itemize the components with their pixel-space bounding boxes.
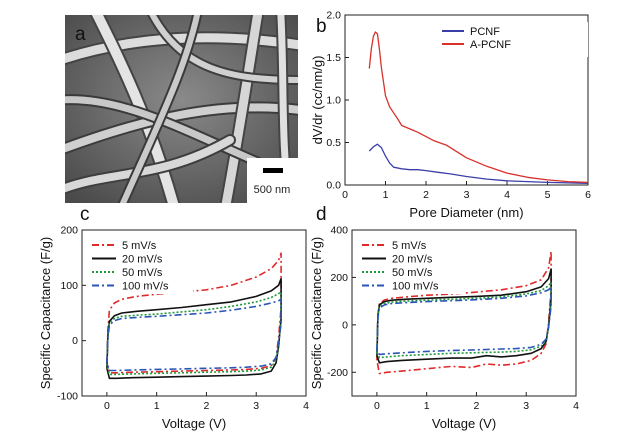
y-tick-label: 200	[60, 225, 78, 237]
x-tick-label: 2	[423, 189, 429, 201]
y-tick-label: -100	[57, 391, 78, 403]
panel-letter-d: d	[316, 204, 327, 225]
legend-label: 5 mV/s	[392, 240, 427, 252]
y-axis-label: Specific Capacitance (F/g)	[309, 237, 324, 389]
scale-bar	[263, 168, 283, 173]
scale-bar-box	[247, 158, 298, 203]
legend-bg	[88, 236, 193, 294]
y-tick-label: 200	[330, 272, 348, 284]
x-axis-label: Voltage (V)	[432, 416, 496, 431]
x-tick-label: 4	[504, 189, 510, 201]
legend-label: 20 mV/s	[122, 254, 163, 266]
y-tick-label: 0.0	[326, 180, 341, 192]
x-tick-label: 2	[204, 400, 210, 412]
legend-label: 5 mV/s	[122, 240, 157, 252]
y-tick-label: 100	[60, 280, 78, 292]
panel-letter-c: c	[80, 204, 90, 225]
series-line	[376, 281, 552, 359]
legend-label: 100 mV/s	[122, 281, 169, 293]
y-tick-label: 1.0	[326, 95, 341, 107]
series-line	[106, 291, 282, 376]
legend-bg	[358, 236, 463, 294]
legend-label: PCNF	[470, 26, 500, 38]
x-axis-label: Pore Diameter (nm)	[409, 205, 523, 220]
y-tick-label: 400	[330, 225, 348, 237]
series-line	[376, 286, 552, 356]
x-tick-label: 0	[104, 400, 110, 412]
x-tick-label: 3	[523, 400, 529, 412]
legend: 5 mV/s 20 mV/s50 mV/s 100 mV/s	[358, 236, 463, 294]
y-tick-label: 0.5	[326, 137, 341, 149]
x-tick-label: 1	[424, 400, 430, 412]
sem-image: 500 nm a	[65, 15, 298, 203]
legend-label: 50 mV/s	[392, 267, 433, 279]
cv-plot-pcnf: 0 1 2 3 4 -100 0 100 200 Voltage (V) Specific Capa…	[38, 225, 309, 432]
x-tick-label: 6	[585, 189, 591, 201]
plot-frame	[351, 229, 577, 397]
legend-label: 100 mV/s	[392, 281, 439, 293]
x-tick-label: 1	[383, 189, 389, 201]
y-tick-label: 0	[342, 319, 348, 331]
panel-letter-b: b	[316, 16, 327, 37]
y-axis-label: dV/dr (cc/nm/g)	[310, 56, 325, 145]
y-tick-label: 2.0	[326, 10, 341, 22]
series-line	[106, 298, 282, 372]
x-tick-label: 0	[374, 400, 380, 412]
legend: 5 mV/s 20 mV/s50 mV/s 100 mV/s	[88, 236, 193, 294]
pore-size-plot: 0 1 2 3 4 5 6 0.0 0.5 1.0 1.5 2.0 Pore Diameter (nm)…	[310, 10, 591, 221]
x-tick-label: 4	[303, 400, 309, 412]
x-tick-label: 2	[474, 400, 480, 412]
plot-frame	[81, 229, 307, 397]
legend-label: A-PCNF	[470, 39, 511, 51]
scale-bar-label: 500 nm	[254, 184, 291, 196]
y-tick-label: 0	[72, 335, 78, 347]
x-tick-label: 4	[573, 400, 579, 412]
y-tick-label: 1.5	[326, 52, 341, 64]
panel-letter-a: a	[75, 24, 86, 45]
x-tick-label: 5	[545, 189, 551, 201]
x-tick-label: 3	[253, 400, 259, 412]
x-tick-label: 3	[464, 189, 470, 201]
series-line	[106, 252, 282, 374]
series-line	[368, 143, 589, 184]
x-tick-label: 1	[154, 400, 160, 412]
x-tick-label: 0	[342, 189, 348, 201]
legend-bg	[438, 22, 588, 57]
cv-plot-apcnf: 0 1 2 3 4 -200 0 200 400 Voltage (V) Specific Capa…	[309, 225, 579, 432]
legend-label: 20 mV/s	[392, 254, 433, 266]
x-axis-label: Voltage (V)	[162, 416, 226, 431]
series-line	[368, 31, 589, 184]
y-axis-label: Specific Capacitance (F/g)	[38, 237, 53, 389]
legend-label: 50 mV/s	[122, 267, 163, 279]
y-tick-label: -200	[327, 367, 348, 379]
